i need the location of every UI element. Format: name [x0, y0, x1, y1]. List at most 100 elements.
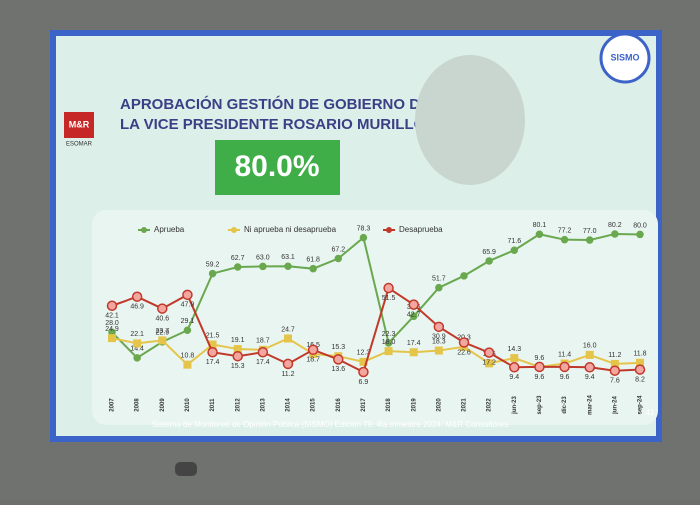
x-tick-label: mar-24 [587, 395, 593, 415]
x-tick-label: dic-23 [562, 396, 568, 414]
x-tick-label: jun-24 [612, 396, 618, 415]
x-tick-label: 2008 [135, 398, 141, 412]
point [284, 262, 292, 270]
point [585, 236, 594, 244]
logo-box [64, 112, 94, 138]
data-label: 77.0 [583, 228, 597, 235]
data-label: 77.2 [558, 228, 572, 235]
data-label: 17.4 [256, 359, 270, 366]
point [359, 357, 368, 366]
x-tick-label: jun-23 [512, 396, 518, 415]
x-tick-label: sep-24 [638, 395, 644, 415]
point [560, 235, 569, 244]
point [133, 339, 142, 348]
data-label: 15.3 [231, 363, 245, 370]
data-label: 9.4 [509, 374, 519, 381]
point [534, 361, 545, 373]
x-tick-label: 2018 [386, 398, 392, 412]
page-number: 41 [646, 408, 655, 417]
point [259, 262, 267, 271]
data-label: 78.3 [357, 225, 371, 232]
data-label: 9.4 [585, 374, 595, 381]
data-label: 40.6 [155, 315, 169, 322]
headline-box [215, 140, 340, 195]
data-label: 47.9 [181, 302, 195, 309]
x-tick-label: 2010 [185, 398, 191, 412]
data-label: 80.2 [608, 222, 622, 229]
point [208, 269, 217, 278]
point [433, 321, 445, 333]
data-label: 12.3 [357, 350, 371, 357]
data-label: 13.6 [331, 366, 345, 373]
point [131, 291, 143, 302]
data-label: 80.0 [633, 222, 647, 229]
data-label: 11.4 [558, 351, 571, 358]
series-line [111, 233, 641, 360]
point [408, 299, 419, 310]
x-tick-label: 2009 [160, 398, 166, 412]
point [610, 359, 619, 368]
data-label: 18.3 [432, 338, 446, 345]
legend-marker [386, 227, 392, 233]
point [233, 263, 242, 271]
logo: M&R [69, 119, 90, 129]
point [282, 358, 294, 370]
point [158, 336, 167, 345]
point [334, 254, 343, 263]
x-tick-label: 2019 [411, 398, 417, 412]
data-label: 14.3 [507, 346, 521, 353]
point [307, 344, 319, 356]
point [510, 246, 519, 254]
point [634, 364, 646, 375]
data-label: 19.1 [231, 337, 245, 344]
data-label: 30.9 [432, 334, 446, 341]
data-label: 63.0 [256, 254, 270, 261]
point [384, 347, 393, 356]
device-button [175, 462, 197, 476]
data-label: 22.1 [130, 331, 144, 338]
x-tick-label: 2013 [260, 398, 266, 412]
point [384, 339, 393, 347]
x-tick-label: 2022 [487, 398, 493, 412]
data-label: 62.7 [231, 255, 245, 262]
data-label: 59.2 [206, 261, 220, 268]
point [257, 346, 269, 358]
photo-portrait [415, 55, 525, 185]
point [485, 359, 494, 368]
point [383, 282, 394, 294]
data-label: 6.9 [359, 379, 369, 386]
data-label: 9.6 [535, 374, 545, 381]
data-label: 11.2 [608, 352, 621, 359]
point [584, 362, 595, 373]
data-label: 7.6 [610, 378, 620, 385]
title: LA VICE PRESIDENTE ROSARIO MURILLO [120, 116, 426, 133]
point [208, 340, 217, 349]
data-label: 65.9 [482, 249, 496, 256]
point [460, 272, 468, 280]
point [636, 230, 644, 239]
point [359, 233, 368, 242]
point [636, 358, 644, 367]
point [309, 264, 317, 273]
point [559, 361, 570, 373]
data-label: 17.4 [407, 340, 421, 347]
data-label: 18.0 [382, 339, 396, 346]
point [183, 326, 192, 334]
data-label: 51.7 [432, 276, 446, 283]
data-label: 71.6 [507, 238, 521, 245]
point [284, 334, 292, 343]
data-label: 80.1 [533, 222, 547, 229]
point [207, 346, 218, 358]
x-tick-label: sep-23 [537, 395, 543, 415]
point [611, 230, 619, 238]
legend-label: Aprueba [154, 225, 185, 234]
headline: 80.0% [234, 150, 319, 183]
data-label: 46.9 [130, 304, 144, 311]
point [458, 337, 470, 348]
title: APROBACIÓN GESTIÓN DE GOBIERNO DE [120, 95, 430, 113]
legend-label: Ni aprueba ni desaprueba [244, 225, 337, 234]
data-label: 22.3 [382, 331, 396, 338]
point [106, 300, 118, 312]
point [409, 312, 418, 321]
